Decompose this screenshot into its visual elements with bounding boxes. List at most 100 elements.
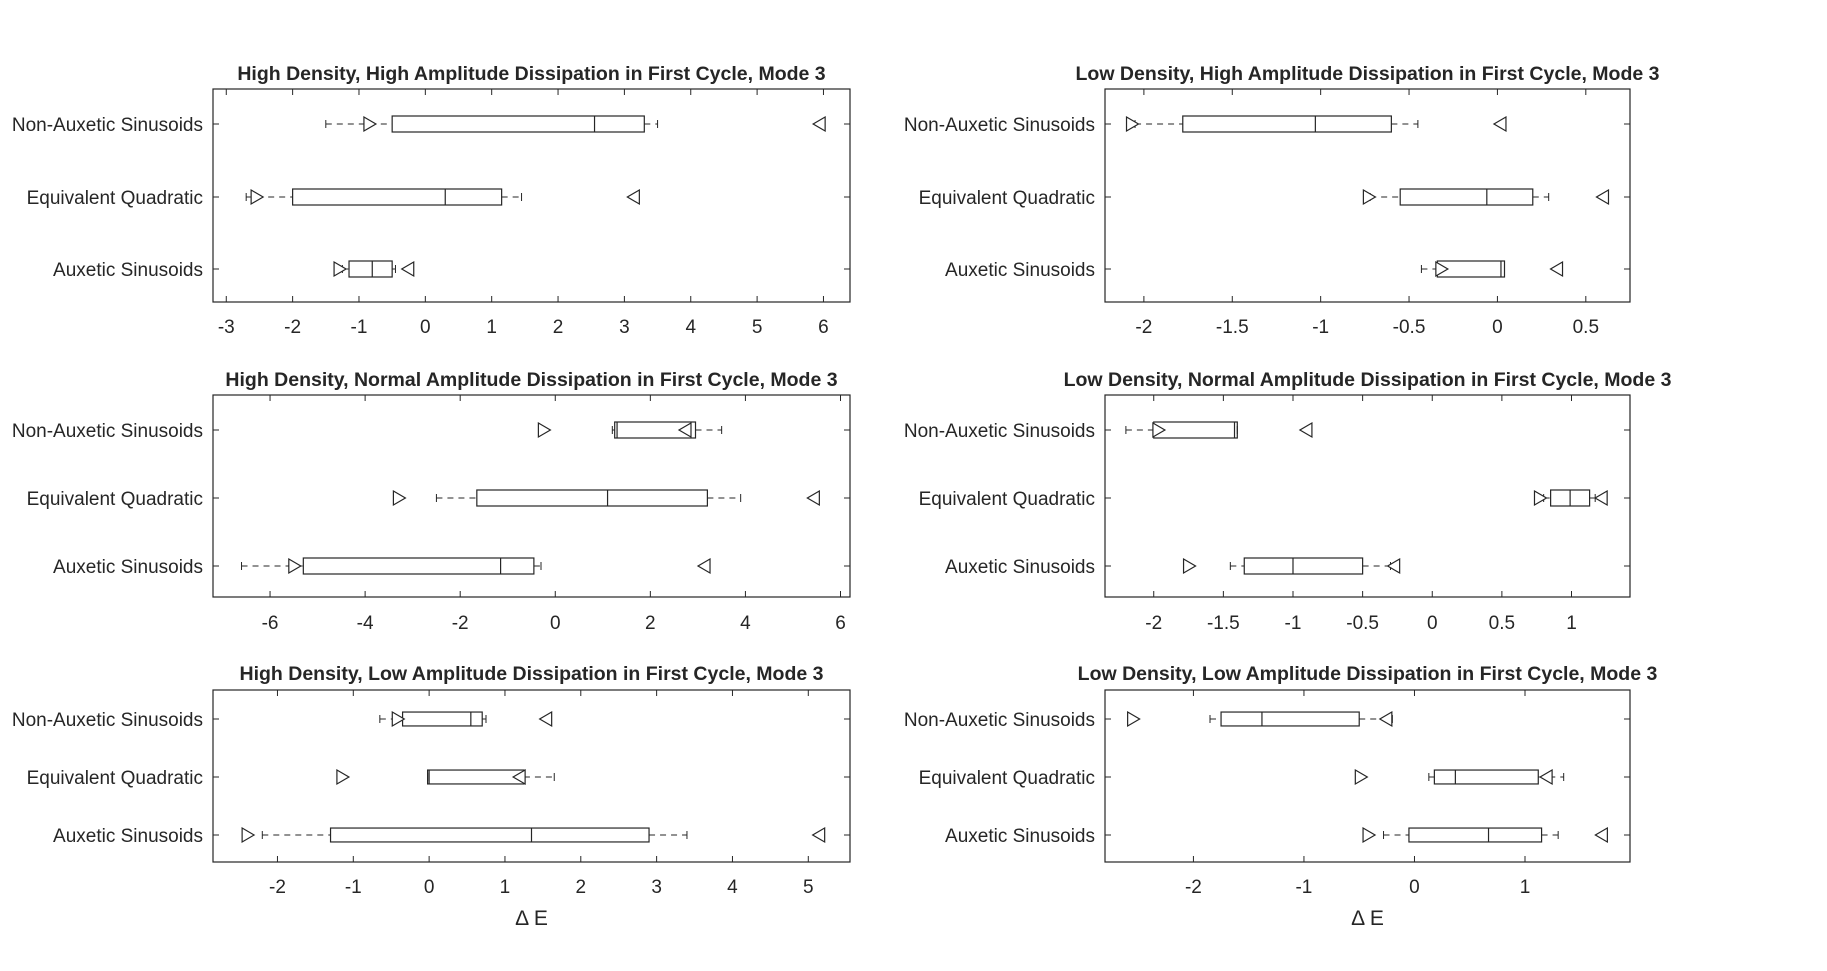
x-tick-label: -2	[269, 877, 286, 898]
iqr-box	[1220, 711, 1360, 727]
x-tick-label: 6	[818, 317, 829, 338]
marker-right-triangle	[537, 421, 552, 439]
x-tick-label: 6	[835, 613, 846, 634]
iqr-box	[614, 421, 697, 439]
marker-left-triangle	[1492, 115, 1507, 133]
panel-high-density-high-amplitude: High Density, High Amplitude Dissipation…	[12, 63, 851, 338]
marker-left-triangle	[1378, 710, 1393, 728]
marker-right-triangle	[241, 826, 256, 844]
marker-left-triangle	[696, 557, 711, 575]
marker-right-triangle	[1125, 115, 1140, 133]
x-tick-label: -2	[1185, 877, 1202, 898]
marker-left-triangle	[400, 260, 415, 278]
x-tick-label: -1	[351, 317, 368, 338]
marker-right-triangle	[336, 768, 351, 786]
category-label: Auxetic Sinusoids	[53, 557, 203, 578]
panel-title: Low Density, Low Amplitude Dissipation i…	[1078, 663, 1658, 685]
x-tick-label: -3	[218, 317, 235, 338]
marker-left-triangle	[1298, 421, 1313, 439]
panel-high-density-low-amplitude: High Density, Low Amplitude Dissipation …	[12, 663, 851, 930]
panel-title: High Density, Normal Amplitude Dissipati…	[225, 369, 837, 391]
marker-left-triangle	[1549, 260, 1564, 278]
iqr-box	[1433, 769, 1539, 785]
axes-frame	[1104, 394, 1631, 598]
marker-left-triangle	[677, 421, 692, 439]
x-tick-label: 4	[740, 613, 751, 634]
panel-low-density-high-amplitude: Low Density, High Amplitude Dissipation …	[904, 63, 1660, 338]
x-tick-label: -1	[1285, 613, 1302, 634]
panel-title: Low Density, High Amplitude Dissipation …	[1076, 63, 1660, 85]
category-label: Auxetic Sinusoids	[53, 826, 203, 847]
x-tick-label: 3	[619, 317, 630, 338]
x-tick-label: 5	[752, 317, 763, 338]
axes-frame	[1104, 689, 1631, 863]
x-tick-label: -2	[1145, 613, 1162, 634]
panel-title: High Density, High Amplitude Dissipation…	[237, 63, 825, 85]
marker-left-triangle	[1538, 768, 1553, 786]
category-label: Non-Auxetic Sinusoids	[904, 710, 1095, 731]
x-tick-label: 1	[1566, 613, 1577, 634]
marker-left-triangle	[511, 768, 526, 786]
marker-right-triangle	[1182, 557, 1197, 575]
x-tick-label: -2	[284, 317, 301, 338]
x-tick-label: 2	[576, 877, 587, 898]
marker-right-triangle	[1362, 188, 1377, 206]
panel-low-density-normal-amplitude: Low Density, Normal Amplitude Dissipatio…	[904, 369, 1672, 634]
x-tick-label: -1	[1295, 877, 1312, 898]
iqr-box	[1399, 188, 1534, 206]
marker-right-triangle	[333, 260, 348, 278]
x-axis-label: Δ E	[515, 907, 548, 930]
iqr-box	[1408, 827, 1543, 843]
marker-left-triangle	[811, 826, 826, 844]
category-label: Non-Auxetic Sinusoids	[904, 421, 1095, 442]
panel-title: High Density, Low Amplitude Dissipation …	[240, 663, 824, 685]
marker-left-triangle	[1595, 188, 1610, 206]
x-tick-label: 0	[424, 877, 435, 898]
category-label: Equivalent Quadratic	[27, 768, 203, 789]
iqr-box	[329, 827, 650, 843]
x-tick-label: 2	[645, 613, 656, 634]
x-tick-label: 1	[500, 877, 511, 898]
marker-right-triangle	[250, 188, 265, 206]
category-label: Non-Auxetic Sinusoids	[12, 115, 203, 136]
x-tick-label: 0.5	[1573, 317, 1599, 338]
category-label: Auxetic Sinusoids	[945, 260, 1095, 281]
x-tick-label: -2	[1135, 317, 1152, 338]
category-label: Auxetic Sinusoids	[945, 826, 1095, 847]
x-tick-label: 4	[685, 317, 696, 338]
marker-right-triangle	[1533, 489, 1548, 507]
x-tick-label: 0.5	[1489, 613, 1515, 634]
x-tick-label: -2	[452, 613, 469, 634]
axes-frame	[212, 689, 851, 863]
category-label: Auxetic Sinusoids	[53, 260, 203, 281]
x-tick-label: -4	[357, 613, 374, 634]
x-tick-label: 0	[1492, 317, 1503, 338]
category-label: Equivalent Quadratic	[27, 489, 203, 510]
x-tick-label: -1.5	[1207, 613, 1240, 634]
category-label: Auxetic Sinusoids	[945, 557, 1095, 578]
category-label: Non-Auxetic Sinusoids	[904, 115, 1095, 136]
marker-right-triangle	[1435, 260, 1450, 278]
x-tick-label: 2	[553, 317, 564, 338]
axes-frame	[212, 394, 851, 598]
panel-low-density-low-amplitude: Low Density, Low Amplitude Dissipation i…	[904, 663, 1658, 930]
marker-right-triangle	[391, 710, 406, 728]
category-label: Equivalent Quadratic	[919, 768, 1095, 789]
marker-right-triangle	[1152, 421, 1167, 439]
x-tick-label: 0	[1427, 613, 1438, 634]
iqr-box	[348, 260, 393, 278]
x-tick-label: 1	[486, 317, 497, 338]
marker-left-triangle	[806, 489, 820, 507]
x-axis-label: Δ E	[1351, 907, 1384, 930]
marker-left-triangle	[1594, 826, 1608, 844]
x-tick-label: 0	[550, 613, 561, 634]
marker-right-triangle	[1362, 826, 1377, 844]
iqr-box	[391, 115, 645, 133]
marker-left-triangle	[626, 188, 640, 206]
panel-title: Low Density, Normal Amplitude Dissipatio…	[1064, 369, 1672, 391]
x-tick-label: 5	[803, 877, 814, 898]
iqr-box	[302, 557, 535, 575]
marker-right-triangle	[1354, 768, 1369, 786]
x-tick-label: 4	[727, 877, 738, 898]
